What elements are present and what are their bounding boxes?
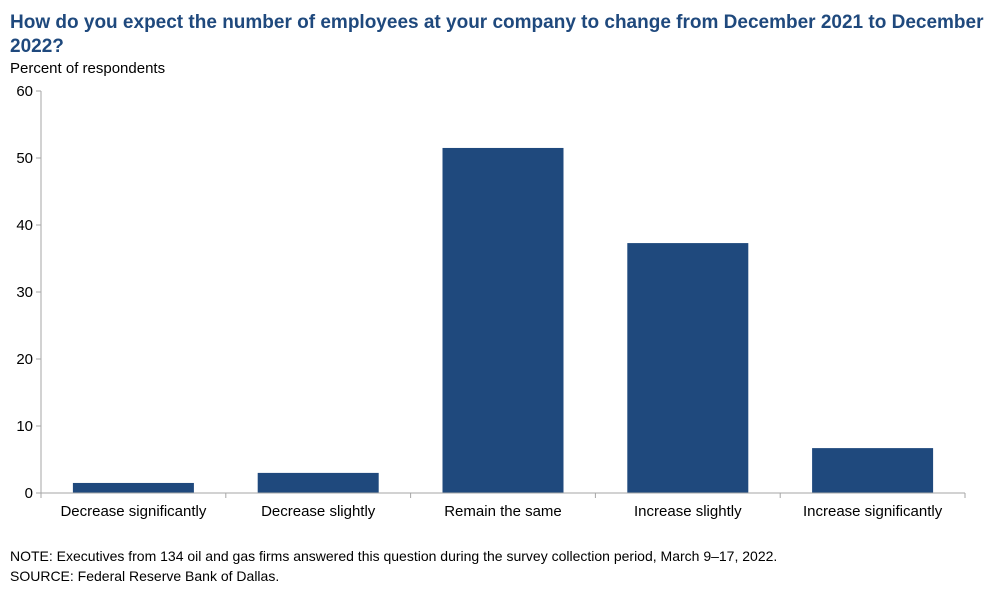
y-tick-label: 0 xyxy=(25,485,33,502)
bar xyxy=(627,243,749,493)
y-tick-label: 60 xyxy=(16,83,33,100)
y-axis-ticks: 0 10 20 30 40 50 60 xyxy=(16,83,41,502)
y-tick-label: 20 xyxy=(16,351,33,368)
x-tick-label: Remain the same xyxy=(444,503,562,520)
x-tick-label: Decrease significantly xyxy=(60,503,206,520)
source-text: SOURCE: Federal Reserve Bank of Dallas. xyxy=(10,568,280,584)
y-axis-label: Percent of respondents xyxy=(10,60,166,77)
chart-title: How do you expect the number of employee… xyxy=(10,12,984,57)
footnotes: NOTE: Executives from 134 oil and gas fi… xyxy=(10,546,990,586)
axes xyxy=(40,91,965,494)
bar xyxy=(72,482,194,493)
note-text: NOTE: Executives from 134 oil and gas fi… xyxy=(10,548,778,564)
x-tick-label: Increase slightly xyxy=(634,503,742,520)
x-tick-label: Decrease slightly xyxy=(261,503,376,520)
bar xyxy=(812,448,934,493)
bar xyxy=(442,147,564,493)
x-axis-ticks: Decrease significantly Decrease slightly R… xyxy=(40,493,966,520)
y-tick-label: 10 xyxy=(16,418,33,435)
y-tick-label: 40 xyxy=(16,217,33,234)
bars xyxy=(72,147,934,493)
x-tick-label: Increase significantly xyxy=(803,503,943,520)
y-tick-label: 50 xyxy=(16,150,33,167)
y-tick-label: 30 xyxy=(16,284,33,301)
bar xyxy=(257,472,379,493)
